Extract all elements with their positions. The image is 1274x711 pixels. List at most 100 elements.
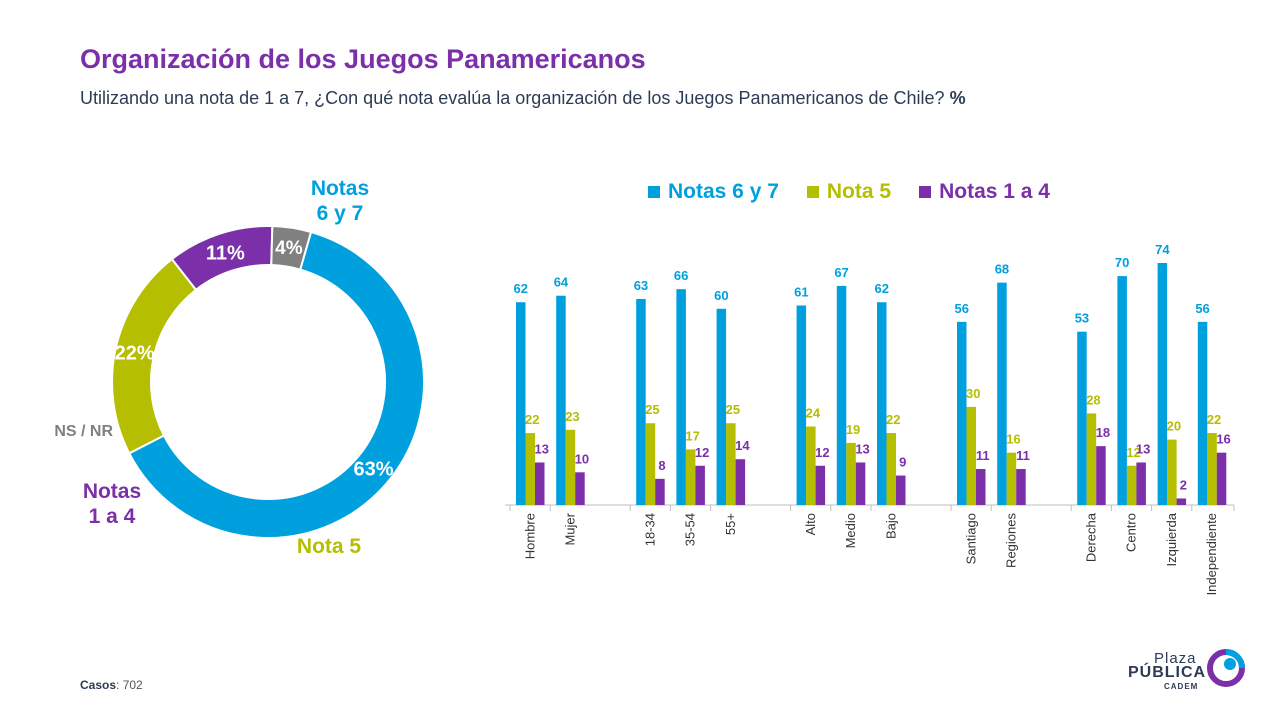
bar-high	[997, 282, 1007, 505]
bar-mid	[966, 406, 976, 505]
bar-mid	[846, 442, 856, 505]
bar-low	[815, 465, 826, 505]
cases-value: : 702	[116, 678, 143, 692]
x-tick-label: Mujer	[562, 512, 577, 545]
bar-mid	[806, 426, 816, 505]
bar-high	[636, 298, 646, 505]
bar-low	[855, 462, 866, 505]
legend-label-mid: Nota 5	[826, 180, 892, 203]
x-tick-label: Santiago	[963, 513, 978, 564]
bar-mid	[726, 423, 736, 505]
bar-high	[796, 305, 807, 505]
bar-low	[575, 472, 585, 505]
bar-value-high: 62	[514, 281, 528, 296]
legend-item-low: Notas 1 a 4	[919, 180, 1050, 204]
bar-value-mid: 28	[1086, 392, 1100, 407]
bar-high	[1117, 276, 1127, 505]
bar-value-low: 13	[535, 441, 549, 456]
logo-line2: PÚBLICA	[1128, 664, 1207, 681]
bar-low	[896, 475, 906, 505]
bar-mid	[685, 449, 696, 505]
bar-chart-legend: Notas 6 y 7 Nota 5 Notas 1 a 4	[648, 180, 1050, 204]
bar-value-low: 11	[1016, 448, 1030, 463]
bar-mid	[1006, 452, 1017, 505]
bar-mid	[1207, 433, 1217, 505]
bar-low	[1096, 446, 1106, 505]
x-tick-label: Izquierda	[1164, 512, 1179, 566]
bar-low	[1136, 462, 1146, 505]
bar-value-mid: 12	[1126, 445, 1140, 460]
bar-value-low: 13	[1136, 441, 1150, 456]
bar-high	[957, 321, 967, 505]
bar-value-mid: 25	[645, 402, 659, 417]
bar-value-high: 62	[875, 281, 889, 296]
x-tick-label: Medio	[843, 513, 858, 548]
bar-high	[1157, 263, 1168, 505]
bar-low	[1216, 452, 1227, 505]
bar-mid	[565, 429, 576, 505]
bar-low	[1176, 498, 1187, 505]
donut-label-low: 1 a 4	[89, 505, 136, 528]
bar-value-mid: 17	[685, 428, 699, 443]
bar-value-high: 60	[714, 288, 728, 303]
bar-value-high: 63	[634, 278, 648, 293]
bar-high	[556, 295, 566, 505]
logo-line3: CADEM	[1164, 682, 1199, 691]
plaza-publica-logo: Plaza PÚBLICA CADEM	[1126, 648, 1248, 693]
legend-label-low: Notas 1 a 4	[939, 180, 1050, 203]
x-tick-label: 35-54	[683, 513, 698, 546]
bar-value-low: 8	[658, 458, 665, 473]
x-tick-label: Independiente	[1204, 513, 1219, 595]
x-tick-label: Centro	[1124, 513, 1139, 552]
x-tick-label: Bajo	[883, 513, 898, 539]
bar-high	[516, 302, 526, 505]
bar-value-mid: 22	[886, 412, 900, 427]
bar-value-low: 11	[976, 448, 990, 463]
x-tick-label: Hombre	[522, 513, 537, 559]
bar-value-high: 66	[674, 268, 688, 283]
bar-value-high: 56	[1195, 301, 1209, 316]
bar-value-low: 13	[855, 441, 869, 456]
bar-value-mid: 19	[846, 422, 860, 437]
donut-label-nsnr: NS / NR	[54, 423, 113, 440]
bar-low	[535, 462, 545, 505]
x-tick-label: Regiones	[1003, 513, 1018, 568]
bar-value-mid: 25	[726, 402, 740, 417]
donut-slice-nsnr	[270, 225, 313, 271]
bar-value-mid: 16	[1006, 432, 1020, 447]
bar-high	[716, 308, 727, 505]
bar-value-mid: 20	[1167, 419, 1181, 434]
bar-high	[836, 285, 847, 505]
donut-label-mid: Nota 5	[297, 535, 362, 558]
bar-mid	[1167, 439, 1177, 505]
cases-label: Casos	[80, 678, 117, 692]
bar-value-low: 12	[815, 445, 829, 460]
donut-value-high: 63%	[353, 459, 393, 481]
bar-value-high: 67	[834, 265, 848, 280]
legend-swatch-low	[919, 186, 932, 198]
bar-value-low: 14	[735, 438, 750, 453]
bar-value-high: 61	[794, 285, 808, 300]
subtitle-question: Utilizando una nota de 1 a 7, ¿Con qué n…	[80, 88, 945, 108]
donut-value-nsnr: 4%	[275, 238, 303, 259]
bar-value-high: 70	[1115, 255, 1129, 270]
bar-value-low: 10	[575, 451, 589, 466]
donut-slice-high	[127, 230, 425, 539]
bar-value-high: 64	[554, 275, 569, 290]
donut-label-high: 6 y 7	[317, 202, 364, 225]
bar-mid	[1086, 413, 1097, 505]
logo-line1: Plaza	[1154, 650, 1197, 667]
bar-value-high: 74	[1155, 242, 1170, 257]
bar-value-low: 16	[1216, 432, 1230, 447]
donut-value-low: 11%	[206, 242, 245, 264]
bar-mid	[886, 433, 896, 505]
legend-item-mid: Nota 5	[806, 180, 892, 204]
legend-label-high: Notas 6 y 7	[668, 180, 779, 203]
legend-item-high: Notas 6 y 7	[648, 180, 779, 204]
bar-low	[976, 469, 986, 505]
x-tick-label: 18-34	[642, 513, 657, 546]
bar-value-mid: 24	[806, 406, 821, 421]
bar-high	[1077, 331, 1087, 505]
